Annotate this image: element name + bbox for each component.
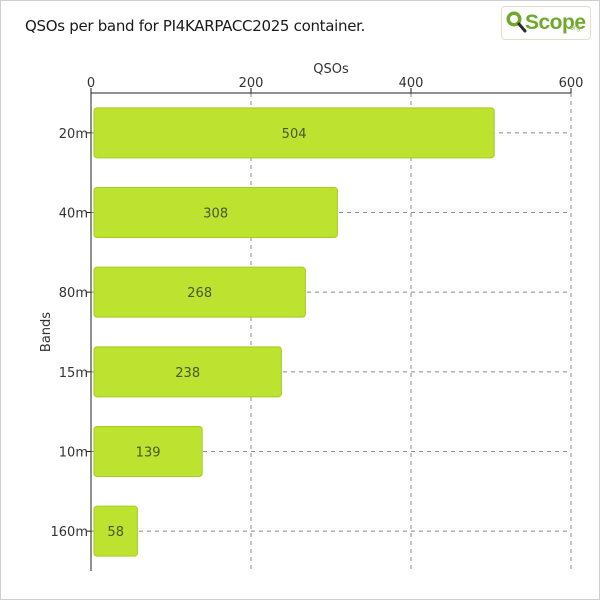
bar-value-label: 58 — [107, 525, 124, 540]
bar-20m — [93, 107, 495, 159]
bar-80m — [93, 266, 306, 318]
bar-value-label: 139 — [136, 446, 161, 461]
bar-160m — [93, 505, 138, 557]
bar-15m — [93, 346, 282, 398]
logo-text: Scope — [525, 11, 586, 34]
magnifier-q-icon — [506, 11, 527, 33]
y-tick-label: 20m — [59, 127, 88, 142]
y-axis-label: Bands — [39, 312, 54, 352]
bar-value-label: 238 — [175, 366, 200, 381]
x-tick-label: 200 — [239, 76, 264, 91]
bar-10m — [93, 426, 203, 477]
y-tick-label: 40m — [59, 207, 88, 222]
x-tick-label: 400 — [399, 76, 424, 91]
y-tick-label: 15m — [59, 366, 88, 381]
bars: 504 308 268 238 139 58 — [93, 107, 495, 557]
axes: 0 200 400 600 20m 40m 80m 15m 10m 160m — [51, 76, 584, 571]
bar-value-label: 504 — [282, 127, 307, 142]
x-tick-label: 600 — [559, 76, 584, 91]
bar-value-label: 308 — [203, 207, 228, 222]
y-tick-label: 10m — [59, 446, 88, 461]
grid-lines — [91, 93, 572, 571]
bar-40m — [93, 187, 338, 238]
chart-title: QSOs per band for PI4KARPACC2025 contain… — [25, 17, 366, 35]
y-tick-label: 80m — [59, 286, 88, 301]
y-tick-label: 160m — [51, 525, 88, 540]
qscope-logo: Scope org — [501, 6, 591, 40]
bar-value-label: 268 — [187, 286, 212, 301]
logo-suffix: org — [570, 25, 581, 32]
x-tick-label: 0 — [87, 76, 95, 91]
x-axis-label: QSOs — [313, 62, 349, 77]
